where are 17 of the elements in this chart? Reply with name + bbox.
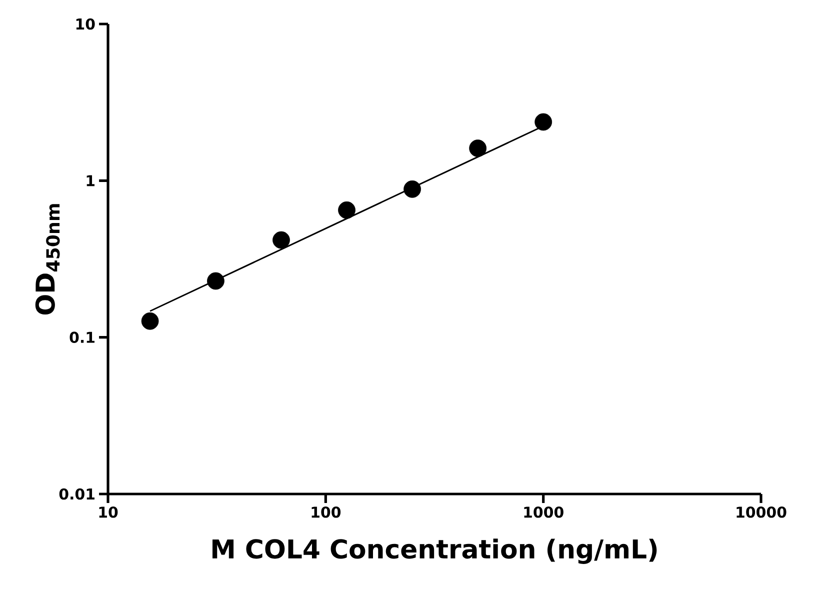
point [272,231,290,249]
point [469,140,487,157]
point [404,180,421,198]
point [141,312,159,330]
y-tick-label: 1 [86,175,94,186]
point [534,113,552,131]
x-tick-label: 100 [312,506,341,518]
y-tick-label: 10 [76,18,95,30]
point [207,272,224,290]
x-axis-title: M COL4 Concentration (ng/mL) [212,538,657,564]
x-tick-label: 10 [99,506,118,518]
y-axis-title: OD$_{450nm}$ [35,204,60,315]
x-tick-label: 1000 [524,506,564,518]
y-tick-label: 0.1 [70,332,94,343]
y-tick-label: 0.01 [59,488,94,500]
x-tick-label: 10000 [736,506,786,518]
point [338,201,356,219]
